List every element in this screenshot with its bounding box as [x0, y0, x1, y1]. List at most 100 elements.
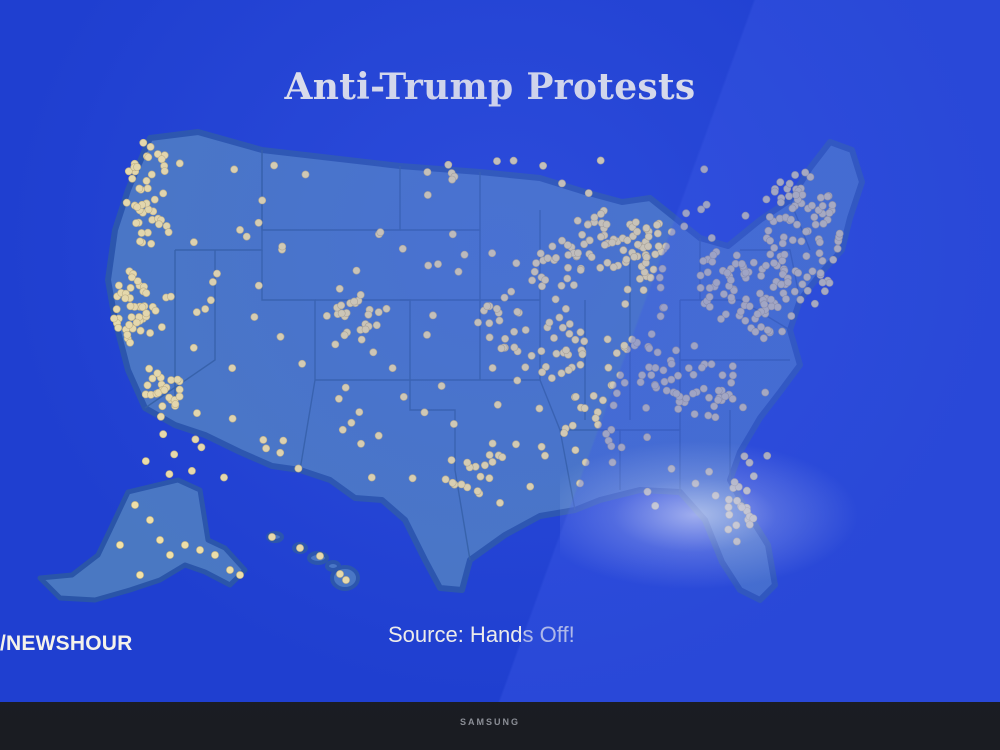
- protest-marker: [376, 228, 385, 237]
- protest-marker: [147, 239, 156, 248]
- protest-marker: [173, 375, 182, 384]
- protest-marker: [279, 436, 288, 445]
- protest-marker: [603, 258, 612, 267]
- protest-marker: [236, 571, 244, 579]
- protest-marker: [127, 313, 136, 321]
- protest-marker: [254, 281, 263, 290]
- protest-marker: [226, 566, 234, 574]
- protest-marker: [585, 236, 594, 245]
- protest-marker: [444, 160, 453, 169]
- protest-marker: [636, 274, 644, 283]
- protest-marker: [127, 273, 136, 282]
- protest-marker: [811, 299, 819, 308]
- tv-screen: Anti-Trump Protests Source: Hands Off! /…: [0, 0, 1000, 702]
- protest-marker: [702, 200, 711, 209]
- protest-marker: [742, 295, 750, 304]
- protest-marker: [790, 287, 799, 296]
- protest-marker: [557, 281, 566, 290]
- protest-marker: [651, 363, 660, 372]
- protest-marker: [787, 215, 795, 224]
- protest-marker: [150, 195, 159, 204]
- protest-marker: [632, 218, 640, 227]
- map-title: Anti-Trump Protests: [284, 66, 696, 108]
- protest-marker: [112, 305, 121, 314]
- protest-marker: [485, 333, 494, 342]
- protest-marker: [341, 383, 350, 392]
- protest-marker: [146, 516, 154, 524]
- protest-marker: [552, 253, 560, 262]
- protest-marker: [538, 368, 546, 377]
- protest-marker: [829, 255, 838, 264]
- protest-marker: [739, 403, 747, 412]
- protest-marker: [562, 304, 570, 313]
- protest-marker: [730, 478, 739, 487]
- protest-marker: [825, 209, 834, 217]
- protest-marker: [732, 521, 741, 530]
- protest-marker: [689, 389, 697, 398]
- protest-marker: [785, 192, 793, 201]
- protest-marker: [488, 458, 497, 466]
- tv-brand-label: SAMSUNG: [459, 717, 520, 727]
- protest-marker: [672, 389, 681, 398]
- protest-marker: [338, 425, 347, 434]
- protest-marker: [808, 267, 817, 276]
- protest-marker: [749, 472, 758, 481]
- protest-marker: [697, 205, 705, 214]
- protest-marker: [564, 366, 573, 374]
- protest-marker: [355, 408, 364, 416]
- alaska-landmass: [37, 477, 248, 603]
- protest-marker: [617, 443, 626, 452]
- protest-marker: [254, 218, 263, 227]
- protest-marker: [488, 249, 496, 258]
- protest-marker: [792, 191, 800, 199]
- protest-marker: [437, 382, 446, 390]
- protest-marker: [570, 281, 578, 289]
- protest-marker: [623, 285, 632, 294]
- protest-marker: [788, 236, 797, 244]
- protest-marker: [662, 386, 671, 395]
- protest-marker: [628, 335, 636, 344]
- protest-marker: [576, 328, 585, 337]
- protest-marker: [133, 203, 142, 211]
- protest-marker: [356, 290, 365, 299]
- protest-marker: [642, 403, 650, 412]
- protest-marker: [340, 331, 349, 340]
- protest-marker: [708, 257, 717, 266]
- protest-marker: [776, 178, 785, 187]
- protest-marker: [816, 193, 825, 202]
- protest-marker: [372, 321, 381, 330]
- protest-marker: [745, 458, 754, 467]
- protest-marker: [541, 276, 550, 284]
- protest-marker: [649, 265, 658, 274]
- protest-marker: [619, 246, 628, 255]
- protest-marker: [662, 242, 670, 251]
- protest-marker: [770, 259, 778, 267]
- protest-marker: [823, 192, 832, 201]
- protest-marker: [818, 278, 827, 287]
- protest-marker: [110, 314, 118, 323]
- protest-marker: [714, 386, 723, 395]
- protest-marker: [711, 491, 720, 500]
- source-credit: Source: Hands Off!: [388, 622, 575, 647]
- protest-marker: [642, 224, 651, 232]
- protest-marker: [521, 363, 530, 372]
- protest-marker: [811, 220, 820, 229]
- protest-marker: [749, 258, 758, 267]
- protest-marker: [369, 348, 378, 357]
- protest-marker: [616, 371, 625, 380]
- protest-marker: [644, 242, 653, 251]
- protest-marker: [599, 396, 607, 405]
- protest-marker: [571, 335, 580, 344]
- protest-marker: [700, 165, 709, 174]
- protest-marker: [155, 220, 163, 229]
- protest-marker: [485, 474, 494, 483]
- protest-marker: [580, 240, 588, 249]
- protest-marker: [495, 316, 504, 325]
- protest-marker: [133, 163, 141, 171]
- protest-marker: [705, 292, 714, 301]
- protest-marker: [808, 201, 816, 210]
- protest-marker: [762, 261, 770, 270]
- state-borders: [144, 150, 811, 561]
- protest-marker: [294, 464, 303, 473]
- protest-marker: [408, 474, 417, 483]
